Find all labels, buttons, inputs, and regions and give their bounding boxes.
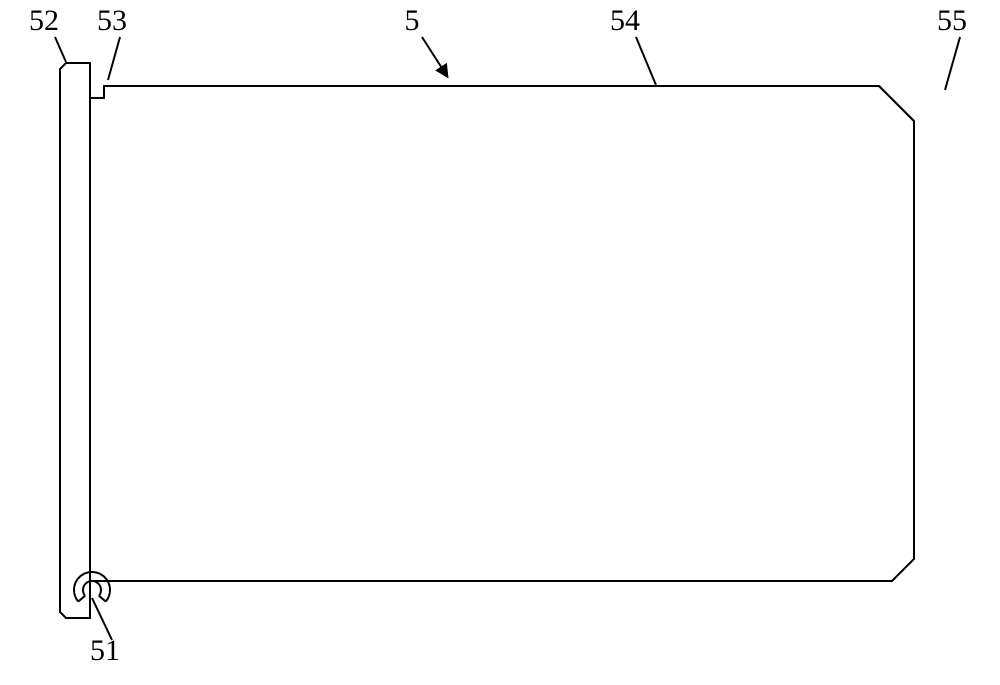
body-front-face	[90, 86, 914, 581]
plate-52	[60, 63, 90, 618]
label-l53: 53	[97, 4, 127, 37]
leader-l54	[636, 37, 656, 85]
leader-l52	[55, 37, 66, 62]
label-l54: 54	[610, 4, 640, 37]
leader-l53	[108, 37, 120, 80]
label-l55: 55	[937, 4, 967, 37]
leader-l55	[945, 37, 960, 90]
label-l51: 51	[90, 634, 120, 667]
label-l5: 5	[405, 4, 420, 37]
label-l52: 52	[29, 4, 59, 37]
leader-l5	[422, 37, 447, 76]
feature-51-chord-a	[99, 596, 106, 602]
